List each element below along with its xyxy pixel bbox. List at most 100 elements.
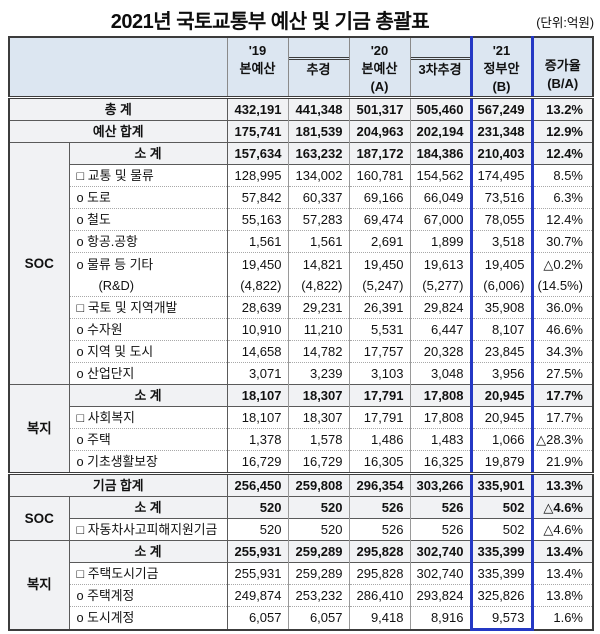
value-cell: 526 xyxy=(348,496,410,519)
value-cell: 259,289 xyxy=(287,562,349,585)
value-cell: 23,845 xyxy=(469,340,534,363)
value-subline: (5,277) xyxy=(422,277,464,293)
value-cell: 520 xyxy=(226,518,288,541)
growth-rate-cell: 13.3% xyxy=(531,472,593,497)
group-label: SOC xyxy=(9,142,70,385)
value-cell: 295,828 xyxy=(348,562,410,585)
value-cell: 16,305 xyxy=(348,450,410,474)
value-cell: 567,249 xyxy=(469,97,534,121)
value-cell: 19,405 (6,006) xyxy=(469,252,534,297)
value-cell: 175,741 xyxy=(226,120,288,143)
row-label: □ 자동차사고피해지원기금 xyxy=(69,518,228,541)
value-cell: 6,057 xyxy=(226,606,288,631)
growth-rate-cell: 13.4% xyxy=(531,562,593,585)
row-label: 소 계 xyxy=(69,384,228,407)
value-cell: 73,516 xyxy=(469,186,534,209)
value-cell: 3,239 xyxy=(287,362,349,385)
value-cell: 78,055 xyxy=(469,208,534,231)
budget-summary-table: '19 본예산 추경 '20 본예산 (A) 3차추경 '21 정부안 (B) … xyxy=(8,36,594,631)
table-row: SOC 소 계 157,634 163,232 187,172 184,386 210,40… xyxy=(9,142,593,385)
value-cell: 11,210 xyxy=(287,318,349,341)
value-cell: 3,518 xyxy=(469,230,534,253)
table-header: '19 본예산 추경 '20 본예산 (A) 3차추경 '21 정부안 (B) … xyxy=(9,37,593,99)
row-label: o 기초생활보장 xyxy=(69,450,228,474)
value-cell: 69,474 xyxy=(348,208,410,231)
growth-rate-cell: 13.2% xyxy=(531,97,593,121)
value-cell: 9,573 xyxy=(469,606,534,631)
value-cell: 286,410 xyxy=(348,584,410,607)
growth-rate-cell: 34.3% xyxy=(531,340,593,363)
value-cell: 520 xyxy=(287,518,349,541)
value-cell: 17,808 xyxy=(409,406,471,429)
value-cell: 255,931 xyxy=(226,540,288,563)
value-cell: 526 xyxy=(409,496,471,519)
table-row: o 지역 및 도시 14,658 14,782 17,757 20,328 23,845 3… xyxy=(9,340,593,363)
value-cell: 66,049 xyxy=(409,186,471,209)
table-row: o 도시계정 6,057 6,057 9,418 8,916 9,573 1.6% xyxy=(9,606,593,631)
value-cell: 502 xyxy=(469,518,534,541)
table-row: o 물류 등 기타 (R&D) 19,450 (4,822) 14,821 (4,822)… xyxy=(9,252,593,297)
row-label: o 철도 xyxy=(69,208,228,231)
growth-rate-cell: 8.5% xyxy=(531,164,593,187)
value-cell: 3,956 xyxy=(469,362,534,385)
value-cell: 231,348 xyxy=(469,120,534,143)
value-subline: (5,247) xyxy=(362,277,404,293)
value-cell: 26,391 xyxy=(348,296,410,319)
growth-rate-cell: △28.3% xyxy=(531,428,593,451)
value-cell: 17,791 xyxy=(348,406,410,429)
value-cell: 163,232 xyxy=(287,142,349,165)
value-cell: 18,107 xyxy=(226,384,288,407)
value-cell: 302,740 xyxy=(409,540,471,563)
row-sublabel-line: (R&D) xyxy=(98,277,135,293)
table-row: o 철도 55,163 57,283 69,474 67,000 78,055 12.4% xyxy=(9,208,593,231)
value-cell: 184,386 xyxy=(409,142,471,165)
value-cell: 19,450 (4,822) xyxy=(226,252,288,297)
value-cell: 9,418 xyxy=(348,606,410,631)
row-label: □ 주택도시기금 xyxy=(69,562,228,585)
value-cell: 256,450 xyxy=(226,472,288,497)
value-cell: 69,166 xyxy=(348,186,410,209)
value-cell: 295,828 xyxy=(348,540,410,563)
value-cell: 3,103 xyxy=(348,362,410,385)
table-row: □ 주택도시기금 255,931 259,289 295,828 302,740 335,… xyxy=(9,562,593,585)
value-cell: 432,191 xyxy=(226,97,288,121)
value-cell: 1,486 xyxy=(348,428,410,451)
value-line: 14,821 xyxy=(302,256,343,272)
value-cell: 335,399 xyxy=(469,562,534,585)
table-row: o 도로 57,842 60,337 69,166 66,049 73,516 6.3% xyxy=(9,186,593,209)
value-cell: 17,791 xyxy=(348,384,410,407)
growth-rate-cell: 6.3% xyxy=(531,186,593,209)
growth-rate-cell: 30.7% xyxy=(531,230,593,253)
value-cell: 526 xyxy=(348,518,410,541)
value-cell: 57,283 xyxy=(287,208,349,231)
value-cell: 2,691 xyxy=(348,230,410,253)
value-cell: 1,561 xyxy=(226,230,288,253)
header-col-growth-rate: 증가율 (B/A) xyxy=(531,37,593,99)
value-cell: 57,842 xyxy=(226,186,288,209)
value-cell: 35,908 xyxy=(469,296,534,319)
value-cell: 8,107 xyxy=(469,318,534,341)
value-cell: 249,874 xyxy=(226,584,288,607)
growth-rate-cell: 1.6% xyxy=(531,606,593,631)
header-subcell-chugyeong: 추경 xyxy=(289,57,349,78)
title-bar: 2021년 국토교통부 예산 및 기금 총괄표 (단위:억원) xyxy=(0,0,600,36)
growth-rate-cell: △0.2% (14.5%) xyxy=(531,252,593,297)
value-line: 19,405 xyxy=(484,256,525,272)
value-cell: 17,808 xyxy=(409,384,471,407)
header-col-20-budget-A: '20 본예산 (A) xyxy=(348,37,410,99)
row-label: o 도로 xyxy=(69,186,228,209)
value-subline: (14.5%) xyxy=(537,277,583,293)
group-label: 복지 xyxy=(9,384,70,474)
value-subline: (6,006) xyxy=(483,277,525,293)
table-row: □ 자동차사고피해지원기금 520 520 526 526 502 △4.6% xyxy=(9,518,593,541)
growth-rate-cell: △4.6% xyxy=(531,496,593,519)
value-cell: 335,901 xyxy=(469,472,534,497)
table-row: o 항공.공항 1,561 1,561 2,691 1,899 3,518 30.7% xyxy=(9,230,593,253)
value-line: 19,450 xyxy=(241,256,282,272)
table-row: □ 사회복지 18,107 18,307 17,791 17,808 20,945 17.7… xyxy=(9,406,593,429)
growth-rate-cell: 13.8% xyxy=(531,584,593,607)
growth-rate-cell: 36.0% xyxy=(531,296,593,319)
table-row: □ 국토 및 지역개발 28,639 29,231 26,391 29,824 35,90… xyxy=(9,296,593,319)
value-cell: 17,757 xyxy=(348,340,410,363)
group-label: 복지 xyxy=(9,540,70,630)
